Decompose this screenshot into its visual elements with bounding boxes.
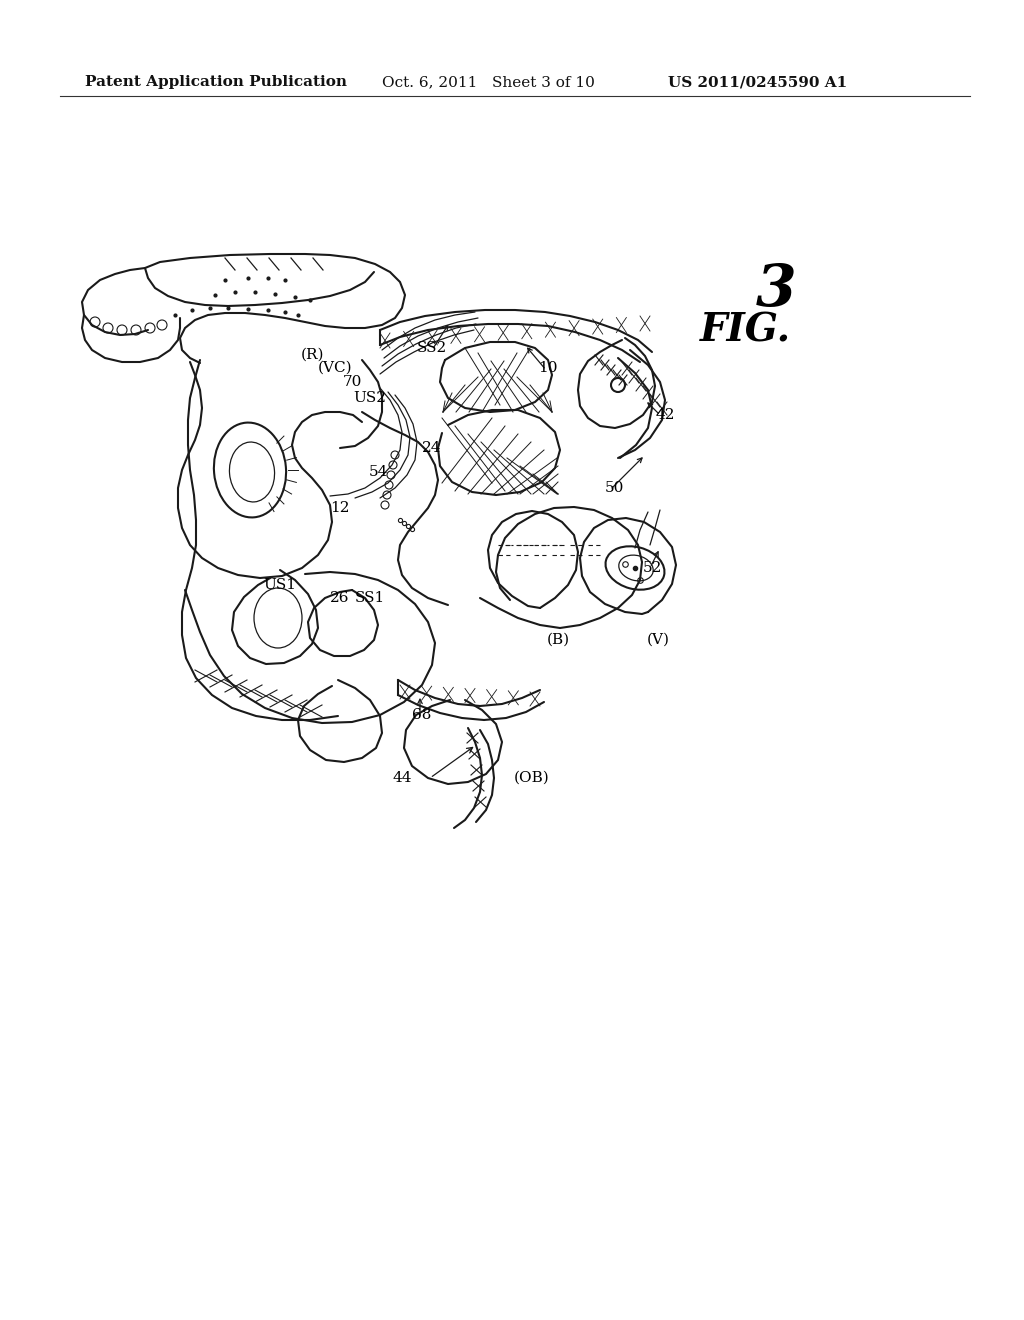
Text: 70: 70: [342, 375, 361, 389]
Text: 10: 10: [539, 360, 558, 375]
Text: 54: 54: [369, 465, 388, 479]
Text: 44: 44: [392, 771, 412, 785]
Text: US2: US2: [353, 391, 386, 405]
Text: Oct. 6, 2011   Sheet 3 of 10: Oct. 6, 2011 Sheet 3 of 10: [382, 75, 595, 88]
Text: (R): (R): [300, 348, 324, 362]
Text: 3: 3: [756, 261, 797, 318]
Text: SS2: SS2: [417, 341, 447, 355]
Text: FIG.: FIG.: [700, 312, 792, 348]
Text: US1: US1: [263, 578, 297, 591]
Text: US 2011/0245590 A1: US 2011/0245590 A1: [668, 75, 847, 88]
Text: Patent Application Publication: Patent Application Publication: [85, 75, 347, 88]
Text: 52: 52: [642, 561, 662, 576]
Text: (B): (B): [547, 634, 569, 647]
Text: 42: 42: [655, 408, 675, 422]
Text: 68: 68: [413, 708, 432, 722]
Text: (OB): (OB): [514, 771, 550, 785]
Text: 26: 26: [331, 591, 350, 605]
Text: (VC): (VC): [317, 360, 352, 375]
Text: 50: 50: [604, 480, 624, 495]
Text: (V): (V): [646, 634, 670, 647]
Text: SS1: SS1: [355, 591, 385, 605]
Text: 12: 12: [331, 502, 350, 515]
Text: 24: 24: [422, 441, 441, 455]
